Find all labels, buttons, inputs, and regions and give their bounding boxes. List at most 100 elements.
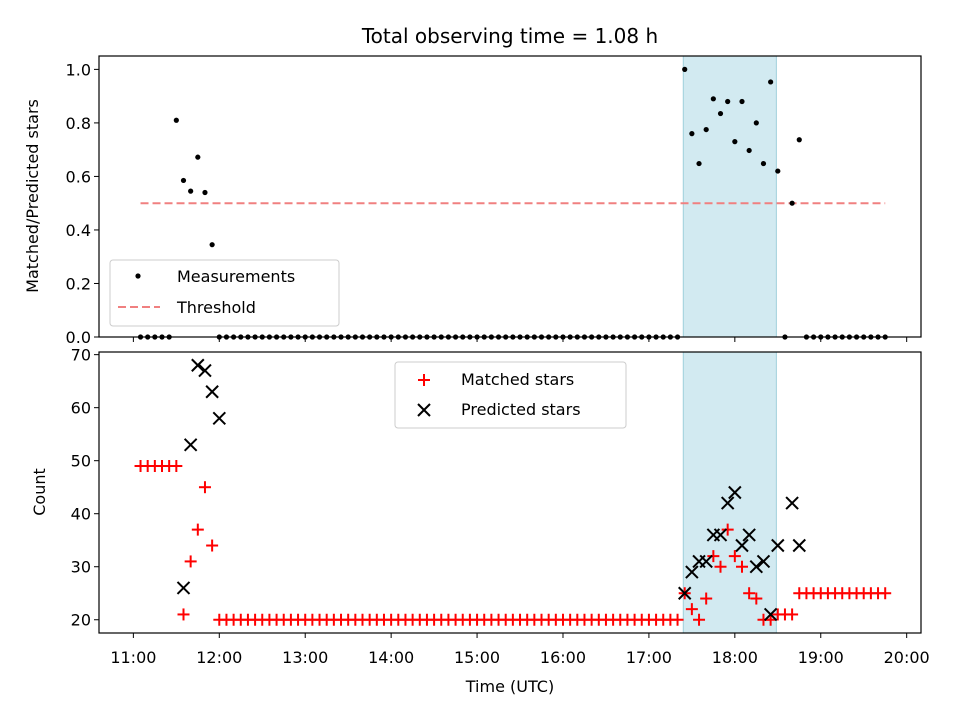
- top-y-tick-label: 0.0: [66, 328, 91, 347]
- predicted-star-point: [191, 358, 205, 372]
- matched-star-point: [170, 459, 183, 472]
- x-tick-label: 16:00: [540, 648, 586, 667]
- measurement-point: [195, 154, 201, 160]
- top-y-tick-label: 1.0: [66, 60, 91, 79]
- bottom-y-tick-label: 70: [71, 346, 91, 365]
- measurement-point: [725, 98, 731, 105]
- predicted-star-point: [771, 538, 785, 553]
- legend-predicted-label: Predicted stars: [461, 400, 581, 419]
- x-tick-label: 11:00: [110, 648, 156, 667]
- panel-count: 20 30 40 50 60 70 11:00 12:00 13:00 14:00 15:00 16…: [30, 346, 930, 696]
- bottom-y-tick-label: 60: [71, 399, 91, 418]
- matched-star-point: [707, 550, 720, 563]
- measurement-point: [739, 98, 745, 105]
- legend-measurements-marker: [135, 273, 141, 279]
- matched-star-point: [177, 608, 190, 621]
- measurement-point: [682, 66, 688, 72]
- predicted-star-point: [742, 528, 756, 542]
- bottom-legend: Matched stars Predicted stars: [394, 361, 627, 429]
- bottom-y-tick-label: 40: [71, 505, 91, 524]
- x-axis-label: Time (UTC): [465, 677, 554, 696]
- predicted-star-point: [183, 438, 198, 452]
- predicted-star-point: [685, 565, 699, 579]
- matched-star-point: [879, 587, 892, 600]
- matched-star-point: [198, 481, 211, 494]
- measurement-point: [775, 168, 781, 174]
- matched-star-point: [786, 608, 799, 621]
- measurement-point: [746, 147, 752, 154]
- bottom-legend-box: [394, 361, 627, 429]
- measurement-point: [796, 137, 802, 143]
- legend-matched-label: Matched stars: [461, 370, 574, 389]
- bottom-y-tick-label: 20: [71, 611, 91, 630]
- predicted-star-point: [735, 538, 749, 553]
- matched-star-point: [184, 555, 197, 568]
- predicted-star-point: [699, 554, 713, 569]
- measurement-point: [209, 242, 215, 248]
- measurement-point: [710, 96, 716, 102]
- x-tick-label: 14:00: [368, 648, 414, 667]
- matched-star-point: [206, 539, 219, 552]
- matched-star-point: [191, 523, 204, 536]
- predicted-star-point: [756, 554, 771, 569]
- matched-star-point: [743, 587, 756, 600]
- top-legend-box: [109, 259, 340, 327]
- predicted-star-point: [763, 607, 778, 622]
- measurement-point: [173, 117, 179, 123]
- x-tick-label: 17:00: [626, 648, 672, 667]
- measurement-point: [760, 160, 767, 167]
- panel-ratio: 0.0 0.2 0.4 0.6 0.8 1.0 Matched/Predicted sta…: [23, 55, 922, 347]
- x-tick-label: 13:00: [282, 648, 328, 667]
- predicted-star-point: [785, 496, 799, 510]
- predicted-star-point: [198, 363, 212, 378]
- x-tick-label: 18:00: [712, 648, 758, 667]
- bottom-axes-frame: [98, 351, 922, 634]
- bottom-y-label: Count: [30, 468, 49, 516]
- measurement-point: [689, 131, 695, 137]
- measurement-point: [717, 110, 724, 117]
- predicted-star-point: [749, 560, 764, 574]
- figure-title: Total observing time = 1.08 h: [361, 24, 658, 48]
- top-legend: Measurements Threshold: [109, 259, 340, 327]
- x-tick-label: 19:00: [798, 648, 844, 667]
- top-y-label: Matched/Predicted stars: [23, 99, 42, 293]
- bottom-x-ticks: 11:00 12:00 13:00 14:00 15:00 16:00 17:00 18:00…: [110, 633, 930, 667]
- measurement-point: [202, 189, 208, 196]
- legend-matched-marker: [418, 374, 430, 386]
- legend-predicted-marker: [417, 403, 431, 417]
- top-y-tick-label: 0.2: [66, 274, 91, 293]
- top-shaded-span: [682, 55, 777, 338]
- predicted-star-point: [792, 538, 806, 553]
- matched-star-point: [671, 613, 684, 626]
- predicted-star-point: [678, 586, 692, 600]
- top-y-tick-label: 0.4: [66, 221, 91, 240]
- matched-star-point: [714, 560, 727, 573]
- measurement-point: [732, 139, 738, 145]
- matched-star-point: [693, 613, 706, 626]
- x-tick-label: 20:00: [884, 648, 930, 667]
- measurement-point: [768, 79, 774, 85]
- predicted-star-point: [713, 528, 728, 542]
- matched-star-point: [700, 592, 713, 605]
- predicted-stars-points: [176, 358, 806, 622]
- x-tick-label: 12:00: [196, 648, 242, 667]
- bottom-y-tick-label: 50: [71, 452, 91, 471]
- measurement-point: [696, 160, 702, 167]
- matched-star-point: [735, 560, 748, 573]
- matched-star-point: [728, 550, 741, 563]
- measurement-point: [188, 188, 194, 194]
- top-axes-frame: [98, 55, 922, 338]
- top-y-tick-label: 0.6: [66, 167, 91, 186]
- legend-measurements-label: Measurements: [177, 267, 295, 286]
- matched-star-point: [721, 523, 734, 536]
- matched-star-point: [685, 603, 698, 616]
- bottom-shaded-span: [682, 351, 777, 634]
- top-x-ticks: [132, 337, 908, 342]
- predicted-star-point: [205, 385, 219, 399]
- predicted-star-point: [176, 581, 191, 595]
- shaded-span: [682, 55, 777, 338]
- measurement-point: [753, 120, 759, 126]
- bottom-y-tick-label: 30: [71, 558, 91, 577]
- matched-stars-points: [134, 459, 892, 626]
